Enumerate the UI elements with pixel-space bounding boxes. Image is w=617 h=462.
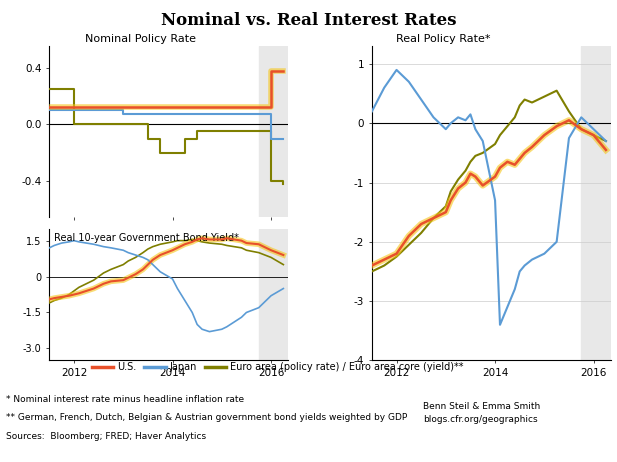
Text: Nominal Policy Rate: Nominal Policy Rate [85, 34, 196, 44]
Bar [259, 46, 288, 217]
Text: Real 10-year Government Bond Yield*: Real 10-year Government Bond Yield* [54, 233, 239, 243]
Bar [581, 46, 610, 360]
Text: * Nominal interest rate minus headline inflation rate: * Nominal interest rate minus headline i… [6, 395, 244, 404]
Bar [259, 229, 288, 360]
Text: Benn Steil & Emma Smith
blogs.cfr.org/geographics: Benn Steil & Emma Smith blogs.cfr.org/ge… [423, 402, 540, 424]
Text: ** German, French, Dutch, Belgian & Austrian government bond yields weighted by : ** German, French, Dutch, Belgian & Aust… [6, 413, 407, 422]
Text: Nominal vs. Real Interest Rates: Nominal vs. Real Interest Rates [161, 12, 456, 29]
Text: Real Policy Rate*: Real Policy Rate* [395, 34, 491, 44]
Legend: U.S., Japan, Euro area (policy rate) / Euro area core (yield)**: U.S., Japan, Euro area (policy rate) / E… [88, 359, 467, 376]
Text: Sources:  Bloomberg; FRED; Haver Analytics: Sources: Bloomberg; FRED; Haver Analytic… [6, 432, 206, 441]
